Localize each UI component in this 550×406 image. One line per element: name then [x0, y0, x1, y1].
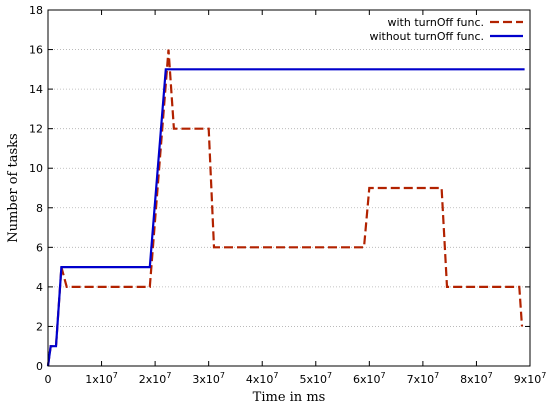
y-ticks: 0 2 4 6 8 10 12 14 16 18	[29, 4, 530, 373]
grid-lines	[48, 49, 530, 327]
plot-frame	[47, 9, 531, 367]
x-tick-label: 4x107	[246, 371, 279, 386]
x-ticks: 0 1x107 2x107 3x107 4x107 5x107 6x107 7x107 8x10…	[45, 10, 547, 386]
y-tick-label: 2	[36, 320, 43, 333]
y-tick-label: 4	[36, 281, 43, 294]
x-tick-label: 3x107	[192, 371, 225, 386]
y-tick-label: 18	[29, 4, 43, 17]
x-tick-label: 8x107	[460, 371, 493, 386]
x-tick-label: 6x107	[353, 371, 386, 386]
y-tick-label: 8	[36, 202, 43, 215]
x-tick-label: 0	[45, 373, 52, 386]
y-axis-title: Number of tasks	[6, 133, 21, 242]
x-tick-label: 9x107	[514, 371, 547, 386]
y-tick-label: 16	[29, 44, 43, 57]
x-tick-label: 2x107	[139, 371, 172, 386]
legend-label-with-turnoff: with turnOff func.	[387, 16, 484, 29]
y-tick-label: 12	[29, 123, 43, 136]
x-tick-label: 7x107	[407, 371, 440, 386]
x-tick-label: 1x107	[85, 371, 118, 386]
series-line-without-turnoff	[46, 68, 525, 367]
y-tick-label: 10	[29, 162, 43, 175]
y-tick-label: 14	[29, 83, 43, 96]
legend: with turnOff func. without turnOff func.	[369, 16, 523, 43]
y-tick-label: 6	[36, 241, 43, 254]
y-tick-label: 0	[36, 360, 43, 373]
x-axis-title: Time in ms	[253, 390, 326, 405]
series-lines	[46, 49, 525, 367]
x-tick-label: 5x107	[299, 371, 332, 386]
legend-label-without-turnoff: without turnOff func.	[369, 30, 484, 43]
